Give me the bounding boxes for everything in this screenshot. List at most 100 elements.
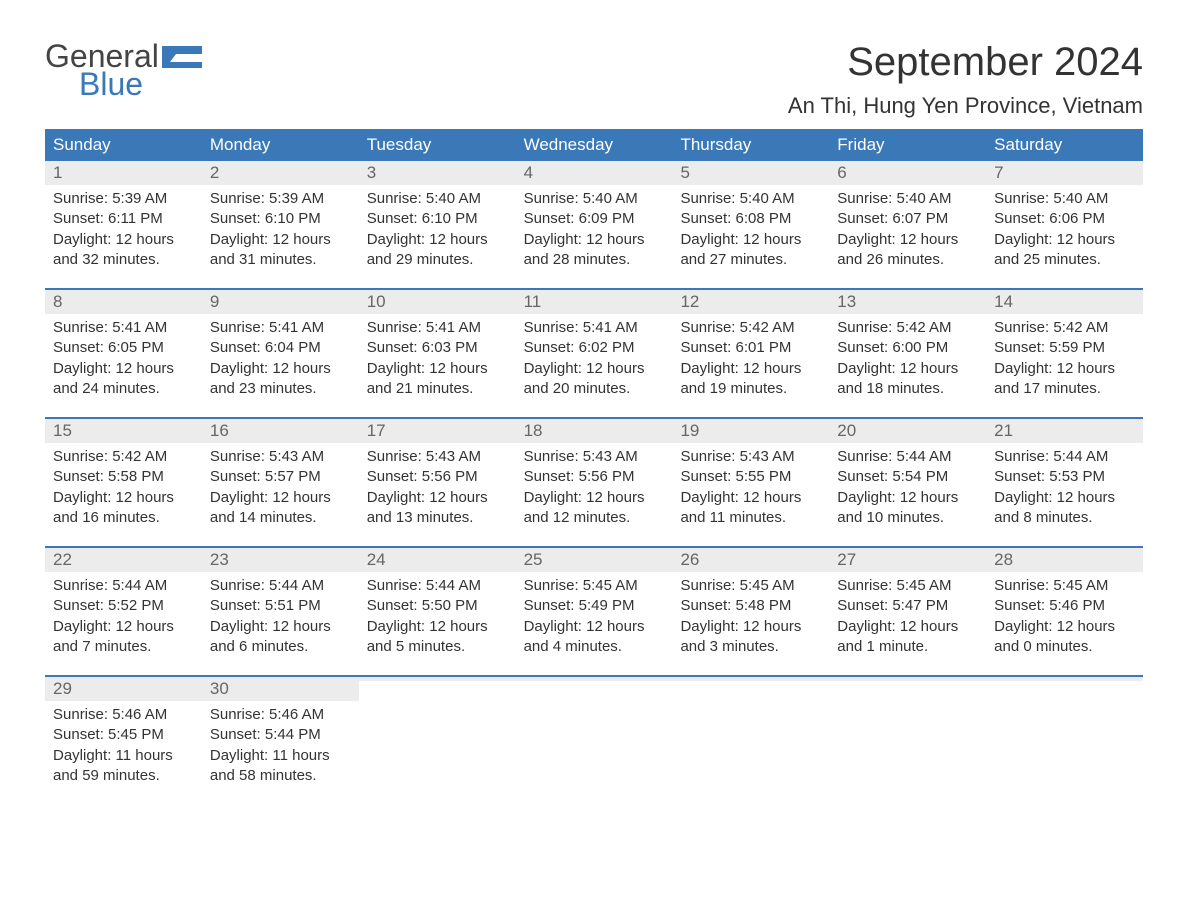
day-sunset: Sunset: 6:11 PM	[53, 209, 194, 229]
day-content: Sunrise: 5:44 AMSunset: 5:53 PMDaylight:…	[986, 443, 1143, 528]
day-sunset: Sunset: 6:10 PM	[367, 209, 508, 229]
day-dl2: and 11 minutes.	[680, 508, 821, 528]
day-sunrise: Sunrise: 5:40 AM	[680, 189, 821, 209]
day-dl2: and 18 minutes.	[837, 379, 978, 399]
day-content: Sunrise: 5:44 AMSunset: 5:50 PMDaylight:…	[359, 572, 516, 657]
weekday-header: Friday	[829, 129, 986, 161]
day-dl1: Daylight: 12 hours	[680, 359, 821, 379]
day-cell	[359, 677, 516, 804]
calendar: SundayMondayTuesdayWednesdayThursdayFrid…	[45, 129, 1143, 804]
day-sunset: Sunset: 5:44 PM	[210, 725, 351, 745]
day-number-row: 16	[202, 419, 359, 443]
day-sunrise: Sunrise: 5:40 AM	[994, 189, 1135, 209]
day-content: Sunrise: 5:41 AMSunset: 6:04 PMDaylight:…	[202, 314, 359, 399]
day-sunset: Sunset: 6:01 PM	[680, 338, 821, 358]
day-sunrise: Sunrise: 5:40 AM	[367, 189, 508, 209]
day-dl2: and 5 minutes.	[367, 637, 508, 657]
day-number-row: 9	[202, 290, 359, 314]
day-number: 20	[837, 421, 856, 440]
day-dl2: and 17 minutes.	[994, 379, 1135, 399]
day-dl1: Daylight: 12 hours	[210, 488, 351, 508]
day-dl2: and 13 minutes.	[367, 508, 508, 528]
day-dl2: and 19 minutes.	[680, 379, 821, 399]
day-dl2: and 4 minutes.	[524, 637, 665, 657]
day-number-row: 1	[45, 161, 202, 185]
day-cell: 20 Sunrise: 5:44 AMSunset: 5:54 PMDayligh…	[829, 419, 986, 546]
day-number-row: 13	[829, 290, 986, 314]
day-sunset: Sunset: 6:05 PM	[53, 338, 194, 358]
day-dl2: and 21 minutes.	[367, 379, 508, 399]
day-dl1: Daylight: 12 hours	[680, 488, 821, 508]
day-dl2: and 10 minutes.	[837, 508, 978, 528]
day-dl1: Daylight: 12 hours	[210, 617, 351, 637]
day-content: Sunrise: 5:45 AMSunset: 5:47 PMDaylight:…	[829, 572, 986, 657]
day-dl1: Daylight: 12 hours	[367, 617, 508, 637]
day-dl2: and 0 minutes.	[994, 637, 1135, 657]
day-dl2: and 29 minutes.	[367, 250, 508, 270]
day-number-row: 4	[516, 161, 673, 185]
day-number: 13	[837, 292, 856, 311]
day-sunrise: Sunrise: 5:42 AM	[837, 318, 978, 338]
day-number-row	[516, 677, 673, 681]
day-number: 8	[53, 292, 62, 311]
day-dl2: and 3 minutes.	[680, 637, 821, 657]
day-cell: 24Sunrise: 5:44 AMSunset: 5:50 PMDayligh…	[359, 548, 516, 675]
weekday-header-row: SundayMondayTuesdayWednesdayThursdayFrid…	[45, 129, 1143, 161]
day-dl1: Daylight: 12 hours	[524, 359, 665, 379]
day-number-row: 26	[672, 548, 829, 572]
weekday-header: Saturday	[986, 129, 1143, 161]
day-dl1: Daylight: 12 hours	[53, 359, 194, 379]
day-sunset: Sunset: 6:07 PM	[837, 209, 978, 229]
day-cell: 7Sunrise: 5:40 AMSunset: 6:06 PMDaylight…	[986, 161, 1143, 288]
day-number: 6	[837, 163, 846, 182]
weekday-header: Monday	[202, 129, 359, 161]
day-sunrise: Sunrise: 5:45 AM	[994, 576, 1135, 596]
day-dl1: Daylight: 12 hours	[524, 617, 665, 637]
day-number-row: 5	[672, 161, 829, 185]
day-number-row: 8	[45, 290, 202, 314]
day-cell: 13Sunrise: 5:42 AMSunset: 6:00 PMDayligh…	[829, 290, 986, 417]
day-number-row: 6	[829, 161, 986, 185]
day-number-row	[829, 677, 986, 681]
day-sunrise: Sunrise: 5:44 AM	[210, 576, 351, 596]
day-sunrise: Sunrise: 5:46 AM	[210, 705, 351, 725]
day-content: Sunrise: 5:44 AMSunset: 5:51 PMDaylight:…	[202, 572, 359, 657]
day-cell: 6Sunrise: 5:40 AMSunset: 6:07 PMDaylight…	[829, 161, 986, 288]
day-content: Sunrise: 5:43 AMSunset: 5:55 PMDaylight:…	[672, 443, 829, 528]
day-number-row: 22	[45, 548, 202, 572]
day-content: Sunrise: 5:44 AMSunset: 5:54 PMDaylight:…	[829, 443, 986, 528]
day-number-row: 10	[359, 290, 516, 314]
day-dl1: Daylight: 12 hours	[53, 488, 194, 508]
day-sunrise: Sunrise: 5:40 AM	[524, 189, 665, 209]
day-dl1: Daylight: 12 hours	[837, 488, 978, 508]
day-number: 18	[524, 421, 543, 440]
day-sunset: Sunset: 6:00 PM	[837, 338, 978, 358]
weeks-container: 1Sunrise: 5:39 AMSunset: 6:11 PMDaylight…	[45, 161, 1143, 804]
day-number: 3	[367, 163, 376, 182]
day-sunset: Sunset: 5:56 PM	[367, 467, 508, 487]
day-sunrise: Sunrise: 5:40 AM	[837, 189, 978, 209]
day-dl1: Daylight: 12 hours	[994, 617, 1135, 637]
day-cell: 2Sunrise: 5:39 AMSunset: 6:10 PMDaylight…	[202, 161, 359, 288]
day-dl2: and 1 minute.	[837, 637, 978, 657]
day-sunset: Sunset: 5:45 PM	[53, 725, 194, 745]
day-cell: 29Sunrise: 5:46 AMSunset: 5:45 PMDayligh…	[45, 677, 202, 804]
day-dl2: and 58 minutes.	[210, 766, 351, 786]
day-cell: 4Sunrise: 5:40 AMSunset: 6:09 PMDaylight…	[516, 161, 673, 288]
day-number-row: 23	[202, 548, 359, 572]
day-number-row: 15	[45, 419, 202, 443]
day-content: Sunrise: 5:43 AMSunset: 5:57 PMDaylight:…	[202, 443, 359, 528]
day-content: Sunrise: 5:43 AMSunset: 5:56 PMDaylight:…	[516, 443, 673, 528]
location: An Thi, Hung Yen Province, Vietnam	[788, 93, 1143, 119]
day-sunset: Sunset: 5:52 PM	[53, 596, 194, 616]
day-number: 30	[210, 679, 229, 698]
day-dl2: and 31 minutes.	[210, 250, 351, 270]
day-sunrise: Sunrise: 5:42 AM	[53, 447, 194, 467]
day-sunset: Sunset: 5:50 PM	[367, 596, 508, 616]
day-cell: 8Sunrise: 5:41 AMSunset: 6:05 PMDaylight…	[45, 290, 202, 417]
day-number-row	[986, 677, 1143, 681]
day-number: 25	[524, 550, 543, 569]
weekday-header: Tuesday	[359, 129, 516, 161]
day-sunset: Sunset: 6:06 PM	[994, 209, 1135, 229]
day-number-row: 3	[359, 161, 516, 185]
